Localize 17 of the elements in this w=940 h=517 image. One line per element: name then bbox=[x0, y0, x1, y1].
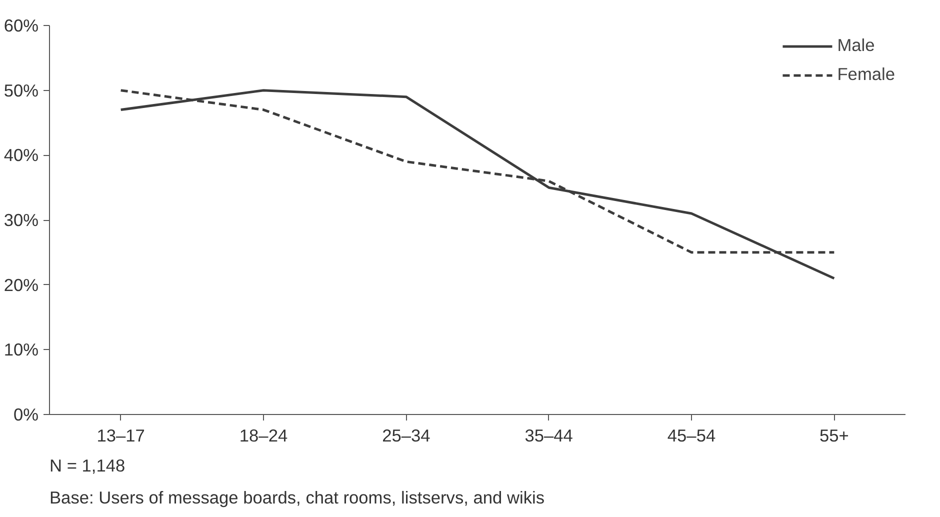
text: N = 1,148 bbox=[50, 456, 126, 476]
legend-label: Female bbox=[837, 64, 895, 85]
y-tick-label: 0% bbox=[13, 404, 38, 424]
legend-label: Male bbox=[837, 35, 875, 56]
x-tick-label: 25–34 bbox=[382, 426, 431, 446]
x-tick-label: 45–54 bbox=[667, 426, 716, 446]
x-tick-label: 55+ bbox=[819, 426, 849, 446]
x-tick-label: 18–24 bbox=[239, 426, 288, 446]
text: Base: Users of message boards, chat rooms, listservs, and wikis bbox=[50, 488, 545, 508]
y-tick-label: 50% bbox=[4, 80, 39, 100]
y-tick-label: 10% bbox=[4, 340, 39, 360]
x-tick-label: 13–17 bbox=[96, 426, 145, 446]
x-tick-label: 35–44 bbox=[524, 426, 574, 446]
y-tick-label: 20% bbox=[4, 274, 39, 295]
y-tick-label: 40% bbox=[4, 145, 39, 166]
y-tick-label: 30% bbox=[4, 210, 39, 230]
y-tick-label: 60% bbox=[4, 16, 39, 36]
